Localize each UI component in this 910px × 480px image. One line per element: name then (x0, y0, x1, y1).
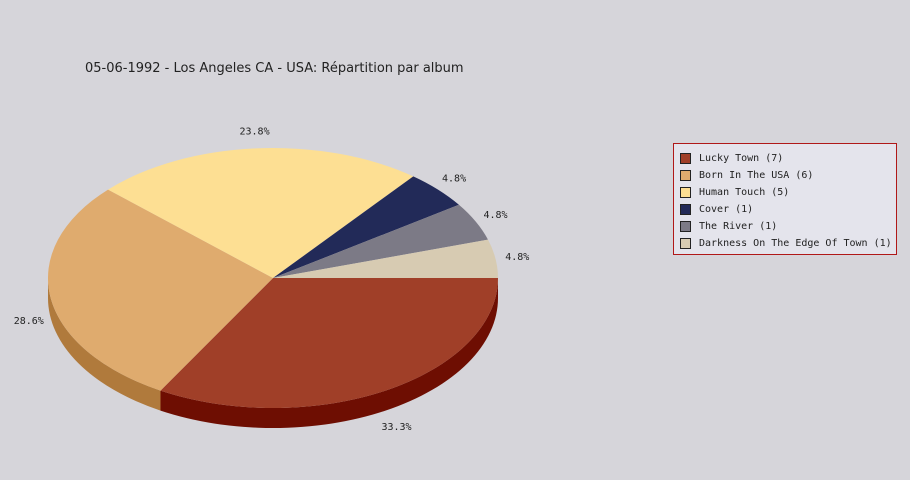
legend-item: Darkness On The Edge Of Town (1) (680, 235, 896, 252)
pie-labels: 33.3% 28.6% 23.8% 4.8% 4.8% 4.8% (14, 126, 530, 433)
pie-percent-label-5: 4.8% (505, 252, 529, 263)
chart-title: 05-06-1992 - Los Angeles CA - USA: Répar… (85, 61, 464, 76)
legend-label: Human Touch (5) (699, 187, 790, 198)
pie-side-0 (160, 278, 498, 428)
pie-slice-5 (273, 239, 498, 278)
pie-slice-1 (47, 189, 274, 391)
pie-percent-label-2: 23.8% (239, 126, 269, 137)
legend-label: Cover (1) (699, 204, 754, 215)
legend-swatch (680, 187, 691, 198)
legend-item: Cover (1) (680, 201, 896, 218)
legend-item: Human Touch (5) (680, 184, 896, 201)
pie-percent-label-3: 4.8% (442, 173, 466, 184)
legend-item: Born In The USA (6) (680, 167, 896, 184)
legend: Lucky Town (7) Born In The USA (6) Human T… (673, 143, 897, 255)
pie-slice-2 (108, 148, 414, 278)
legend-swatch (680, 204, 691, 215)
pie-percent-label-0: 33.3% (381, 422, 411, 433)
legend-label: Lucky Town (7) (699, 153, 784, 164)
legend-label: Born In The USA (6) (699, 170, 814, 181)
pie-slice-4 (273, 204, 489, 278)
legend-swatch (680, 153, 691, 164)
pie-percent-label-4: 4.8% (483, 210, 507, 221)
legend-swatch (680, 170, 691, 181)
pie-slice-0 (160, 278, 498, 409)
legend-label: Darkness On The Edge Of Town (1) (699, 238, 892, 249)
legend-swatch (680, 221, 691, 232)
legend-item: The River (1) (680, 218, 896, 235)
pie-tops (47, 148, 498, 409)
legend-item: Lucky Town (7) (680, 150, 896, 167)
legend-swatch (680, 238, 691, 249)
pie-sides (48, 278, 498, 428)
pie-percent-label-1: 28.6% (14, 316, 44, 327)
pie-slice-3 (273, 176, 459, 278)
legend-label: The River (1) (699, 221, 778, 232)
pie-side-1 (48, 278, 161, 411)
